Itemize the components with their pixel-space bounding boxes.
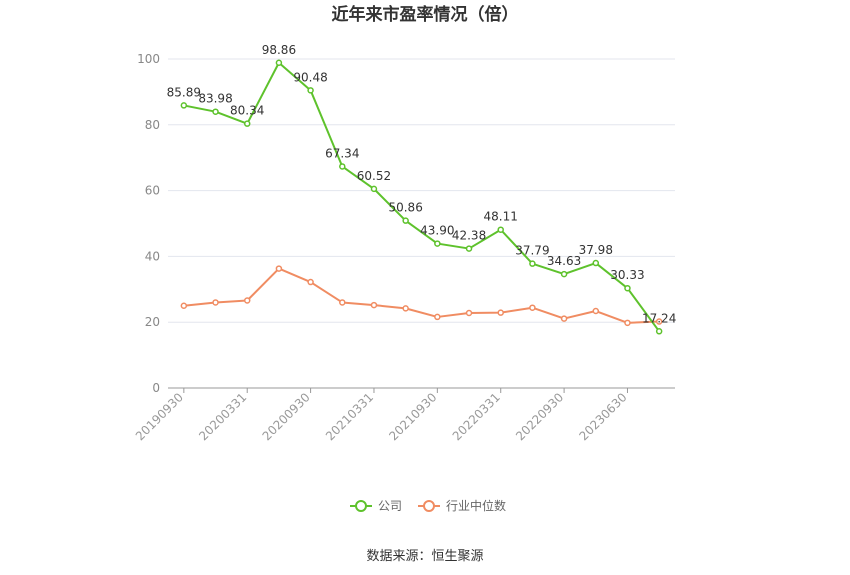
data-point [339, 299, 346, 306]
series-layer [180, 59, 663, 335]
data-point [560, 315, 568, 322]
gridlines [168, 58, 675, 323]
data-point [624, 319, 631, 327]
series-line [183, 267, 660, 324]
source-note: 数据来源：恒生聚源 [366, 549, 483, 564]
data-point [180, 102, 188, 109]
x-tick-label: 20200331 [196, 390, 249, 443]
data-point [497, 309, 504, 316]
y-tick-label: 0 [152, 381, 160, 395]
data-point [243, 297, 251, 304]
data-label: 83.98 [198, 92, 232, 106]
data-label: 85.89 [167, 85, 201, 99]
data-point [180, 302, 188, 309]
data-label: 48.11 [484, 210, 518, 224]
data-point [465, 309, 473, 317]
data-point [592, 259, 600, 267]
data-label: 30.33 [610, 268, 644, 282]
data-point [402, 305, 409, 312]
data-point [307, 87, 314, 94]
data-label: 50.86 [388, 201, 422, 215]
data-point [212, 108, 219, 115]
x-tick-label: 20210331 [323, 390, 376, 443]
data-label: 98.86 [262, 43, 296, 57]
x-tick-label: 20220331 [450, 390, 503, 443]
series-line [183, 61, 660, 332]
data-point [339, 163, 346, 170]
data-point [243, 120, 251, 127]
x-axis-ticks: 20190930 20200331 20200930 20210331 20210930… [133, 388, 630, 443]
data-point [402, 217, 409, 224]
data-point [434, 240, 441, 247]
y-tick-label: 100 [137, 52, 160, 66]
legend: 公司 行业中位数 [350, 498, 506, 513]
data-point [529, 304, 536, 311]
legend-marker [423, 500, 435, 512]
data-point [497, 226, 504, 233]
y-tick-label: 40 [145, 249, 160, 263]
data-label: 37.79 [515, 244, 549, 258]
chart-title: 近年来市盈率情况（倍） [332, 4, 519, 25]
data-label: 37.98 [579, 243, 613, 257]
x-tick-label: 20210930 [386, 390, 439, 443]
x-tick-label: 20200930 [260, 390, 313, 443]
data-point [307, 278, 314, 286]
data-point [592, 307, 600, 315]
legend-marker [355, 500, 367, 512]
y-axis-ticks: 0 20 40 60 80 100 [137, 52, 160, 395]
data-label: 67.34 [325, 146, 359, 160]
data-point [624, 284, 631, 292]
legend-label: 公司 [378, 499, 402, 513]
data-label: 60.52 [357, 169, 391, 183]
data-point [212, 299, 219, 306]
data-point [275, 59, 283, 67]
data-label: 43.90 [420, 224, 454, 238]
data-point [434, 313, 441, 321]
data-label: 80.34 [230, 104, 264, 118]
data-point [655, 318, 663, 325]
legend-label: 行业中位数 [446, 498, 506, 513]
data-point [275, 265, 283, 272]
y-tick-label: 20 [145, 315, 160, 329]
x-tick-label: 20190930 [133, 390, 186, 443]
data-label: 34.63 [547, 254, 581, 268]
x-tick-label: 20230630 [577, 390, 630, 443]
x-tick-label: 20220930 [513, 390, 566, 443]
data-label: 17.24 [642, 311, 676, 325]
data-label: 42.38 [452, 229, 486, 243]
data-label: 90.48 [293, 70, 327, 84]
data-point [465, 245, 473, 252]
data-point [370, 301, 378, 309]
data-point [370, 185, 378, 193]
data-point [560, 270, 568, 278]
data-point [655, 328, 663, 335]
y-tick-label: 80 [145, 118, 160, 132]
y-tick-label: 60 [145, 184, 160, 198]
data-point [529, 260, 536, 267]
